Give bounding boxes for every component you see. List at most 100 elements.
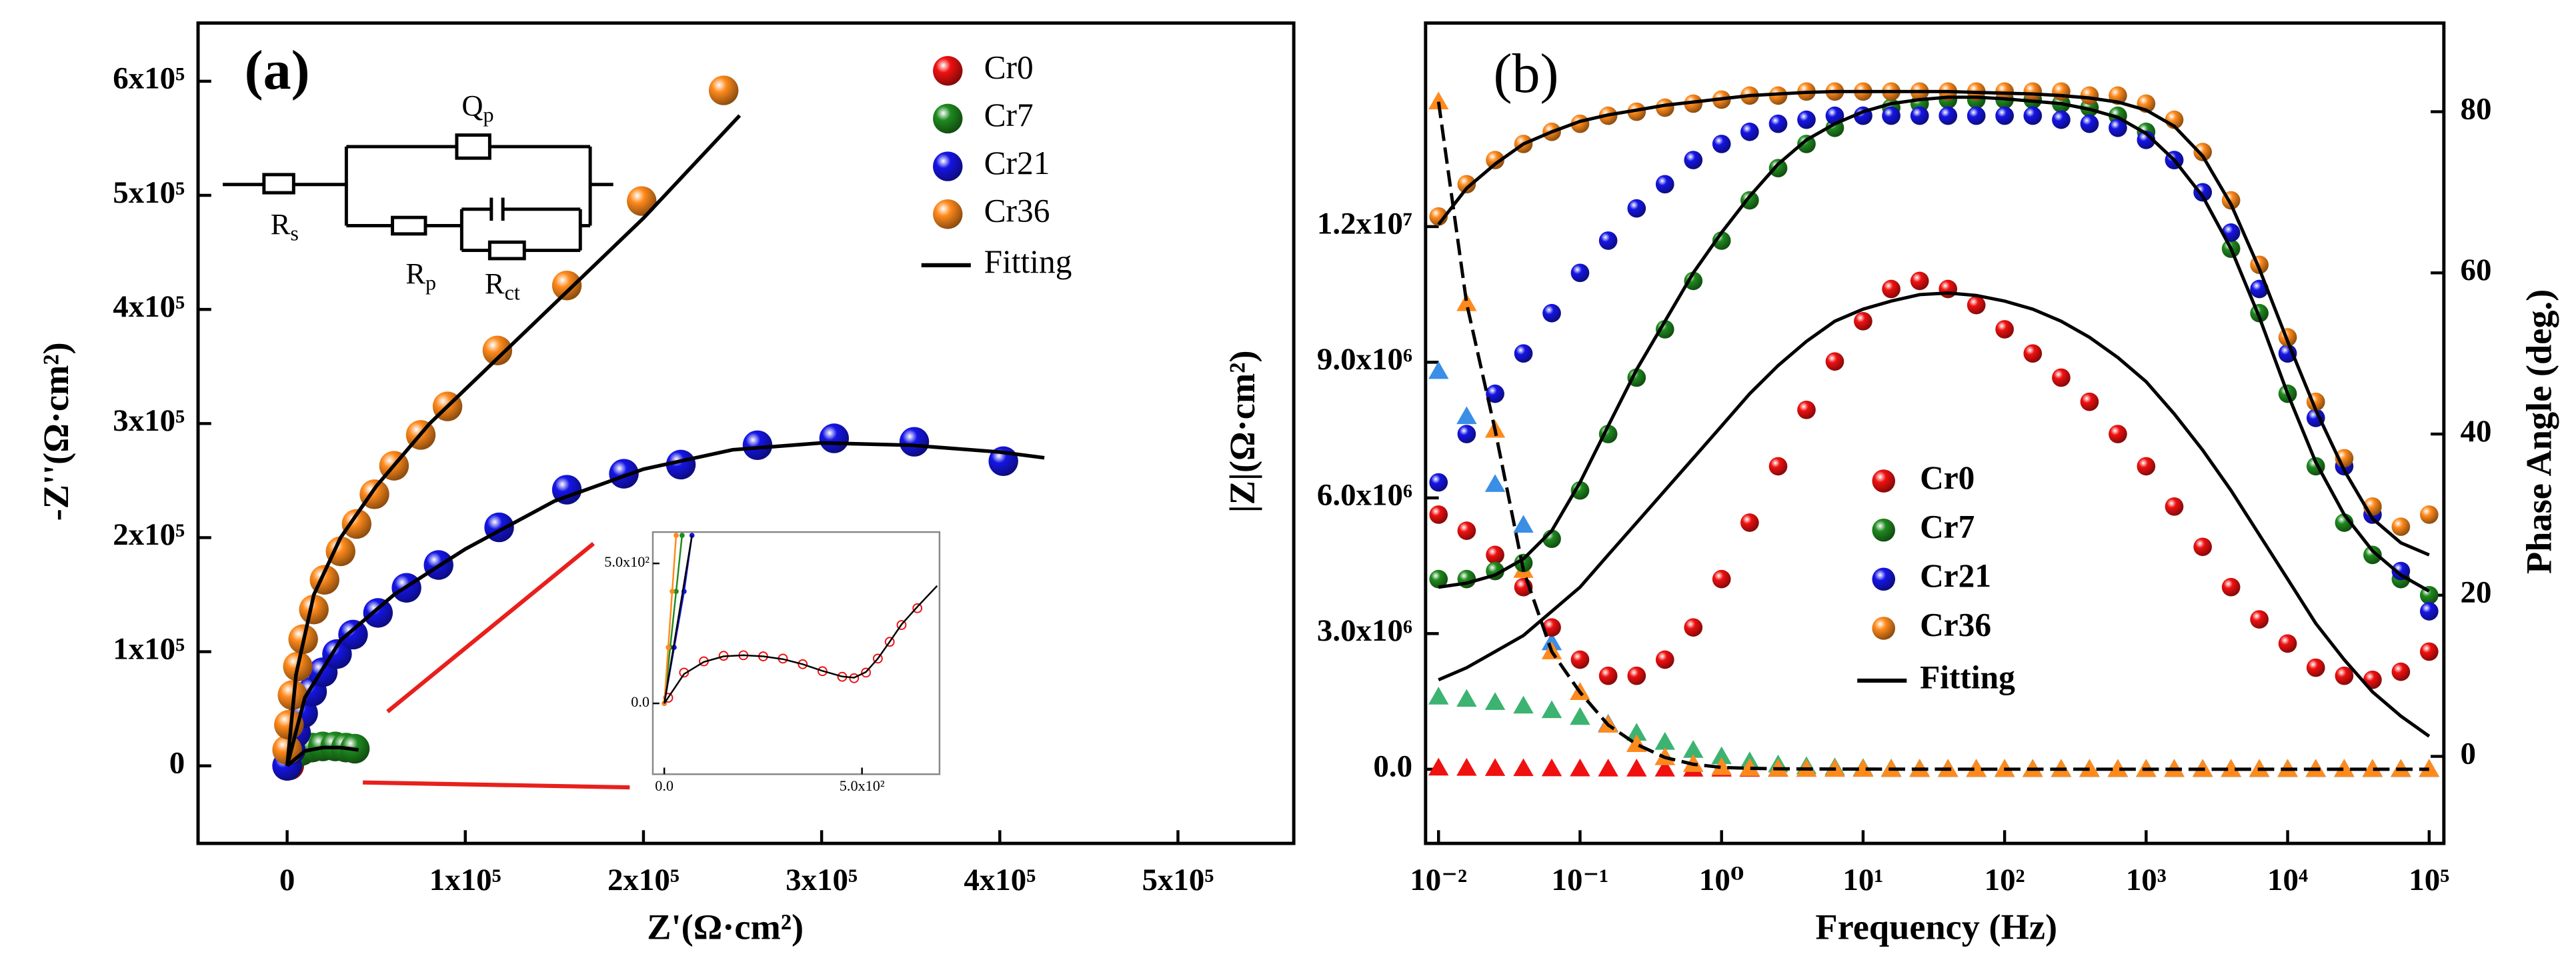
sphere-point <box>2193 537 2213 557</box>
y-tick-label: 0 <box>169 745 185 780</box>
sphere-point <box>1486 151 1504 169</box>
sphere-point <box>2109 425 2127 443</box>
legend-label: Fitting <box>984 243 1072 280</box>
circuit-label: Rs <box>271 207 299 245</box>
sphere-point <box>482 335 513 366</box>
triangle-point <box>1513 695 1534 714</box>
fit-line <box>285 745 359 767</box>
sphere-point <box>1570 650 1590 669</box>
sphere-point <box>551 475 582 505</box>
sphere-point <box>341 509 372 539</box>
triangle-point <box>1484 692 1506 710</box>
triangle-point <box>1570 758 1590 777</box>
triangle-point <box>2419 759 2440 777</box>
y-tick-label: 3.0x10⁶ <box>1317 613 1412 648</box>
resistor <box>262 173 295 195</box>
open-point <box>798 659 808 669</box>
sphere-point <box>1542 618 1561 637</box>
sphere-point <box>2080 86 2099 105</box>
sphere-point <box>2023 344 2043 363</box>
sphere-point <box>1486 545 1504 565</box>
y2-tick-label: 80 <box>2461 91 2492 126</box>
open-point <box>912 603 923 613</box>
label-main: R <box>485 267 505 300</box>
sphere-point <box>1655 175 1674 194</box>
open-point <box>861 667 872 678</box>
triangle-point <box>1456 406 1477 425</box>
sphere-point <box>1570 481 1590 500</box>
sphere-point <box>2052 368 2071 387</box>
triangle-point <box>1428 361 1449 379</box>
x-tick-label: 10⁻¹ <box>1552 863 1609 897</box>
sphere-point <box>2193 183 2213 202</box>
triangle-point <box>1626 759 1647 777</box>
x-tick-label: 5.0x10² <box>840 777 885 794</box>
legend-marker <box>1872 617 1896 640</box>
y2-tick-label: 40 <box>2461 414 2492 449</box>
sphere-point <box>1429 505 1448 524</box>
plot-area <box>272 75 1045 781</box>
legend-label: Cr7 <box>984 97 1034 133</box>
sphere-point <box>1882 106 1900 125</box>
label-sub: ct <box>505 281 520 305</box>
sphere-point <box>338 619 368 650</box>
triangle-point <box>2362 759 2383 777</box>
x-tick-label: 1x10⁵ <box>429 863 501 897</box>
sphere-point <box>1684 618 1703 637</box>
sphere-point <box>1910 271 1929 291</box>
sphere-point <box>1712 231 1731 250</box>
triangle-point <box>1966 759 1987 777</box>
sphere-point <box>1995 320 2014 339</box>
legend-label: Cr36 <box>984 193 1050 229</box>
sphere-point <box>2306 658 2325 677</box>
sphere-point <box>1768 114 1788 133</box>
sphere-point <box>1939 106 1958 125</box>
sphere-point <box>2137 457 2156 476</box>
triangle-point <box>2334 759 2355 777</box>
sphere-point <box>2109 118 2127 137</box>
legend-label: Cr21 <box>1920 557 1991 594</box>
sphere-point <box>2278 634 2297 653</box>
fit-line <box>285 441 1045 767</box>
legend-label: Cr7 <box>1920 508 1975 545</box>
label-sub: s <box>290 221 299 245</box>
plot-area <box>1428 82 2440 777</box>
sphere-point <box>819 423 850 453</box>
fit-line <box>1436 101 2429 771</box>
triangle-point <box>1683 740 1704 758</box>
label-main: R <box>405 257 425 290</box>
panel-label: (a) <box>245 39 310 101</box>
fit-line <box>663 535 693 704</box>
triangle-point <box>1513 758 1534 777</box>
dot-point <box>670 589 675 594</box>
sphere-point <box>299 595 329 625</box>
y2-axis-title: Phase Angle (deg.) <box>2519 289 2559 574</box>
sphere-point <box>1655 98 1674 117</box>
sphere-point <box>2023 106 2043 125</box>
triangle-point <box>2221 759 2241 777</box>
dot-point <box>680 533 685 538</box>
y-tick-label: 1.2x10⁷ <box>1317 207 1412 241</box>
legend-label: Cr36 <box>1920 607 1991 643</box>
open-point <box>817 666 828 677</box>
plot-frame <box>652 531 941 775</box>
chart: 10⁻² 10⁻¹ 10⁰ 10¹ 10² 10³ 10⁴ 10⁵ 0.0 3.0x10⁶ 6.0x… <box>1317 21 2492 897</box>
y2-tick-label: 60 <box>2461 253 2492 287</box>
sphere-point <box>2193 143 2213 161</box>
x-tick-label: 10⁻² <box>1410 863 1467 897</box>
triangle-point <box>1428 687 1449 705</box>
sphere-point <box>1598 666 1618 685</box>
sphere-point <box>742 430 773 461</box>
sphere-point <box>1712 135 1731 153</box>
y-tick-label: 5x10⁵ <box>113 175 185 210</box>
chart: 0.0 5.0x10² 0.0 5.0x10² <box>604 531 941 794</box>
dot-point <box>674 533 679 538</box>
sphere-point <box>2391 662 2411 681</box>
open-point <box>849 673 860 683</box>
sphere-point <box>1627 666 1646 685</box>
sphere-point <box>1797 110 1816 129</box>
circuit-label: Rct <box>485 267 520 305</box>
legend-label: Cr0 <box>1920 459 1975 496</box>
series-line <box>663 535 678 704</box>
